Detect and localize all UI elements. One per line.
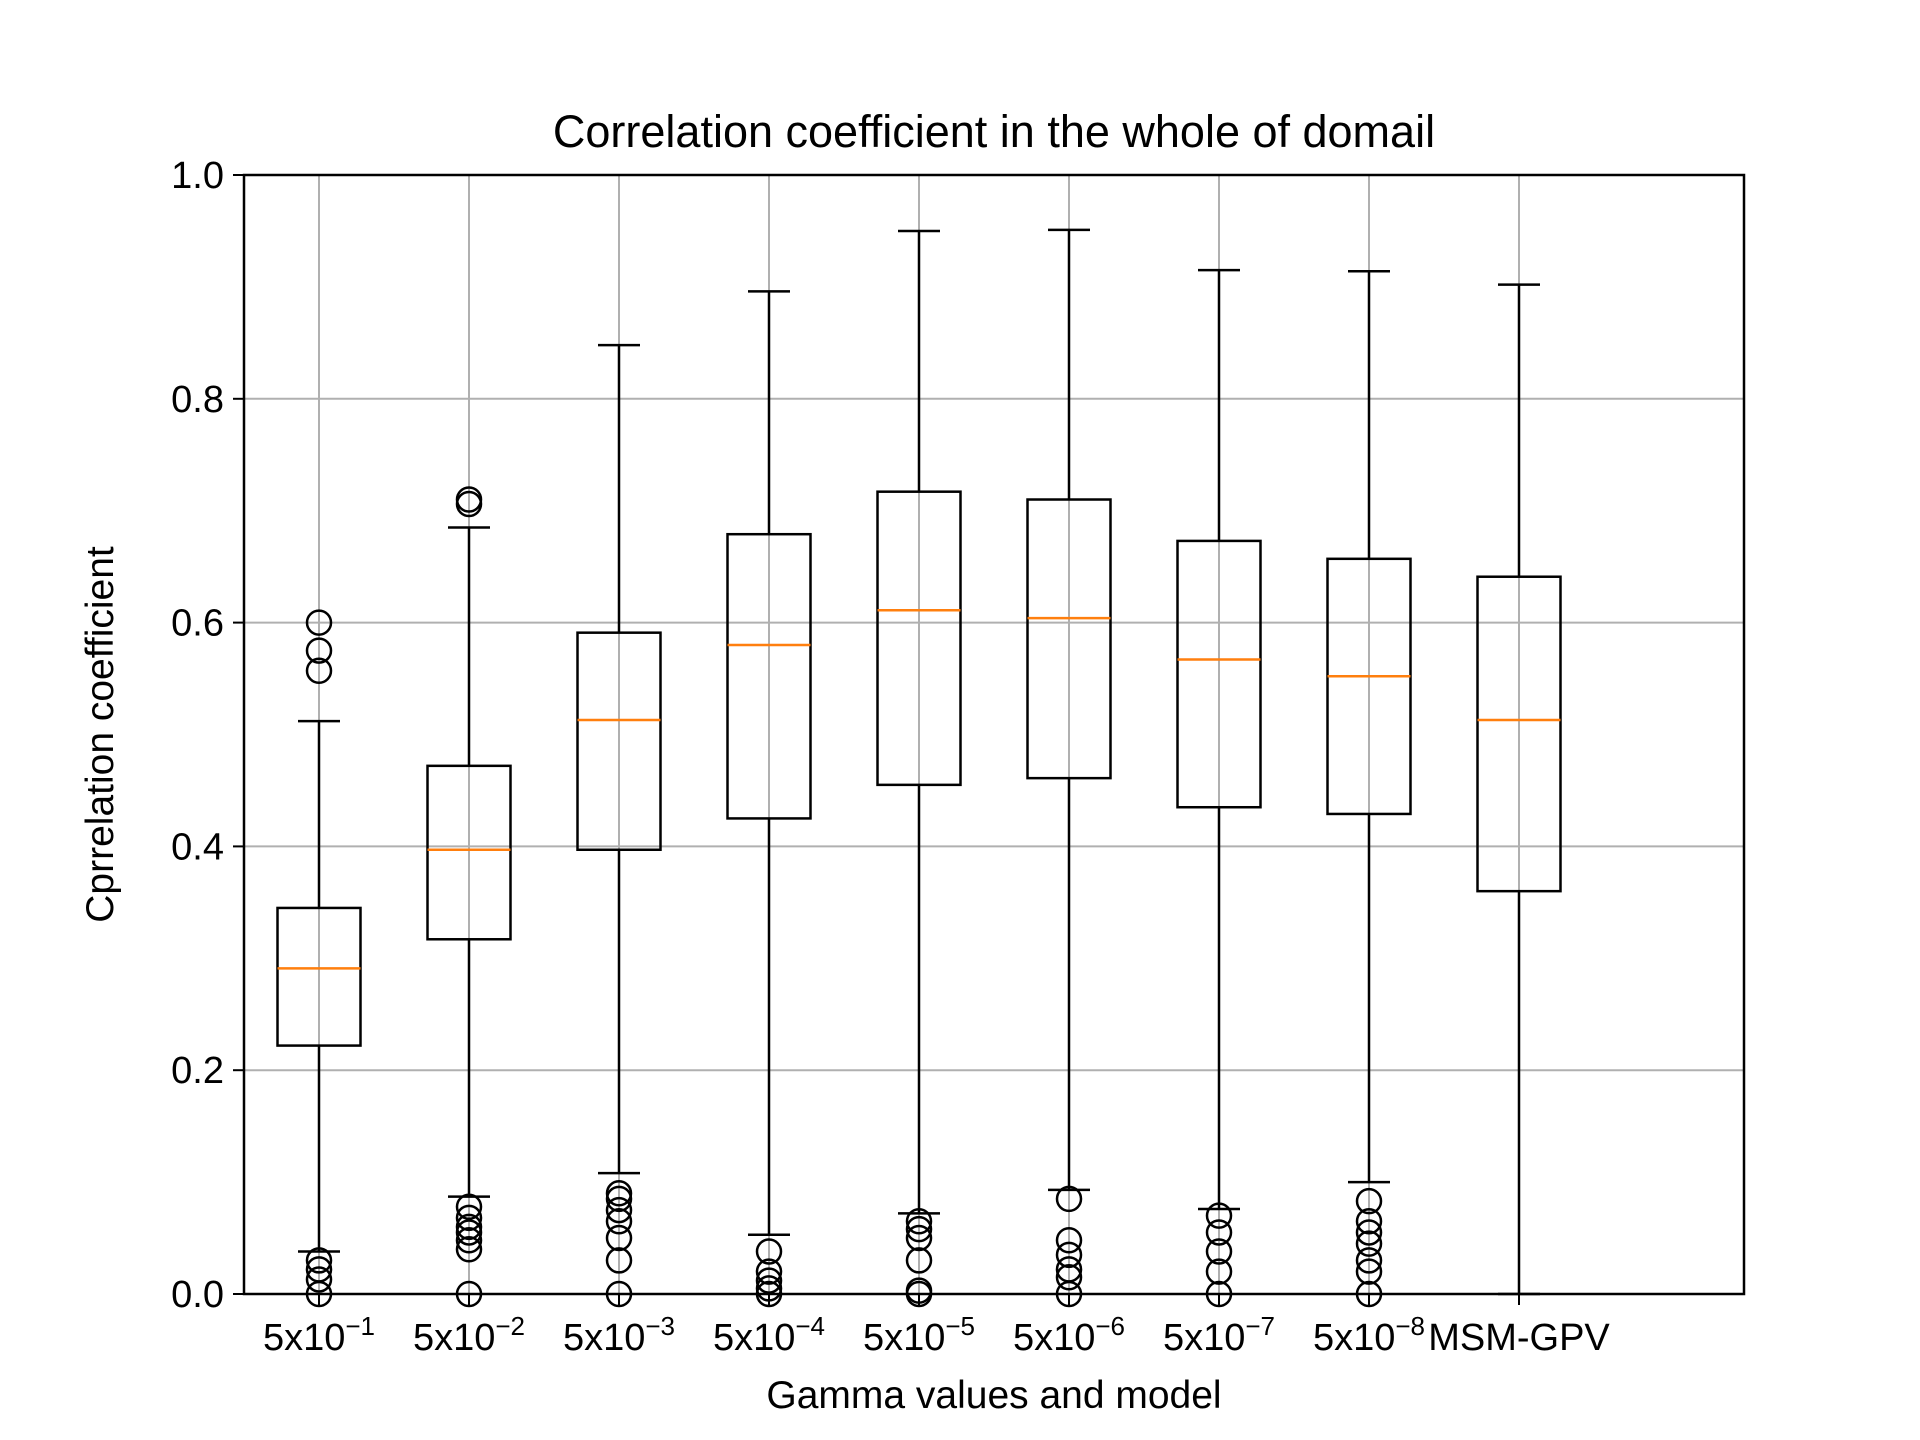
y-tick-label: 0.2	[171, 1050, 224, 1092]
x-tick-label: MSM-GPV	[1428, 1317, 1610, 1359]
x-tick-label: 5x10−2	[413, 1311, 525, 1359]
outlier-point	[455, 1235, 483, 1263]
outlier-point	[905, 1247, 933, 1274]
outlier-point	[305, 1266, 333, 1293]
x-axis-label: Gamma values and model	[766, 1374, 1221, 1417]
y-tick-label: 0.0	[171, 1274, 224, 1316]
outlier-point	[605, 1208, 633, 1235]
outlier-point	[455, 1204, 483, 1232]
iqr-box	[576, 631, 662, 852]
outlier-point	[1055, 1256, 1083, 1283]
outlier-point	[1055, 1185, 1083, 1213]
outlier-point	[1055, 1227, 1083, 1254]
outlier-point	[305, 637, 333, 664]
outlier-point	[605, 1196, 633, 1224]
box-group	[576, 343, 662, 1308]
iqr-box	[1326, 557, 1412, 816]
iqr-box	[426, 764, 512, 941]
x-tick-label: 5x10−4	[713, 1311, 825, 1359]
outlier-point	[1055, 1263, 1083, 1291]
outlier-point	[455, 1227, 483, 1254]
outlier-point	[455, 486, 483, 513]
outlier-point	[905, 1208, 933, 1235]
outlier-point	[1205, 1219, 1233, 1246]
y-tick-label: 1.0	[171, 155, 224, 197]
outlier-point	[305, 657, 333, 684]
outlier-point	[1055, 1241, 1083, 1269]
plot-frame	[242, 173, 1746, 1296]
x-tick-label: 5x10−7	[1163, 1311, 1275, 1359]
outlier-point	[455, 1213, 483, 1241]
outlier-point	[1355, 1208, 1383, 1235]
outlier-point	[1355, 1230, 1383, 1257]
iqr-box	[1026, 498, 1112, 780]
outlier-point	[605, 1247, 633, 1274]
boxes-layer	[276, 228, 1562, 1308]
outlier-point	[1355, 1258, 1383, 1285]
outlier-point	[305, 609, 333, 636]
outlier-point	[905, 1215, 933, 1243]
outlier-point	[905, 1224, 933, 1252]
outlier-point	[1205, 1238, 1233, 1265]
x-tick-label: 5x10−6	[1013, 1311, 1125, 1359]
outlier-point	[305, 1247, 333, 1274]
outlier-point	[755, 1238, 783, 1265]
outlier-point	[1205, 1202, 1233, 1229]
outlier-point	[755, 1258, 783, 1285]
chart-title: Correlation coefficient in the whole of …	[553, 106, 1435, 157]
box-group	[1326, 269, 1412, 1308]
box-group	[1176, 268, 1262, 1308]
outlier-point	[1355, 1247, 1383, 1274]
outlier-point	[1205, 1258, 1233, 1285]
outlier-point	[605, 1180, 633, 1207]
outlier-point	[605, 1224, 633, 1252]
x-tick-label: 5x10−8	[1313, 1311, 1425, 1359]
iqr-box	[876, 490, 962, 787]
iqr-box	[1476, 575, 1562, 893]
x-tick-label: 5x10−1	[263, 1311, 375, 1359]
outlier-point	[755, 1267, 783, 1294]
y-tick-label: 0.6	[171, 603, 224, 645]
y-tick-label: 0.8	[171, 379, 224, 421]
iqr-box	[1176, 539, 1262, 809]
y-tick-label: 0.4	[171, 826, 224, 868]
ticks-layer: 0.0 0.2 0.4 0.6 0.8 1.0 5x10−1 5x10−2 5x10−3 5x10…	[171, 155, 1610, 1359]
iqr-box	[276, 906, 362, 1047]
box-group	[426, 486, 512, 1308]
outlier-point	[1355, 1187, 1383, 1215]
outlier-point	[305, 1256, 333, 1283]
iqr-box	[726, 532, 812, 820]
x-tick-label: 5x10−3	[563, 1311, 675, 1359]
outlier-point	[1355, 1219, 1383, 1246]
x-tick-label: 5x10−5	[863, 1311, 975, 1359]
box-group	[1026, 228, 1112, 1308]
y-axis-label: Cprrelation coefficient	[79, 546, 122, 923]
outlier-point	[455, 1193, 483, 1220]
